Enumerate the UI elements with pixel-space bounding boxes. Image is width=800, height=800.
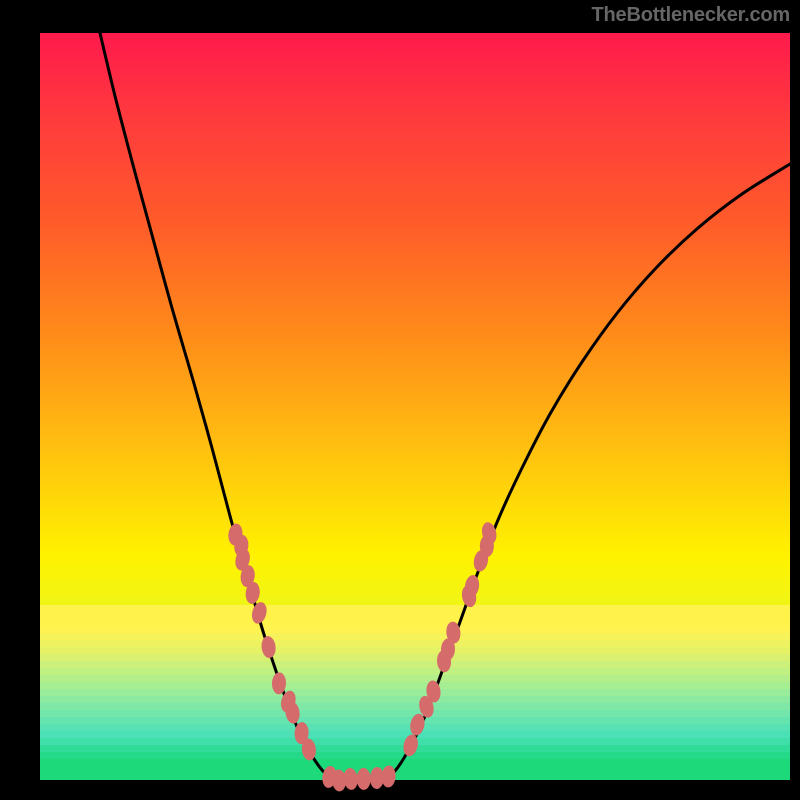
bottleneck-chart [0,0,800,800]
